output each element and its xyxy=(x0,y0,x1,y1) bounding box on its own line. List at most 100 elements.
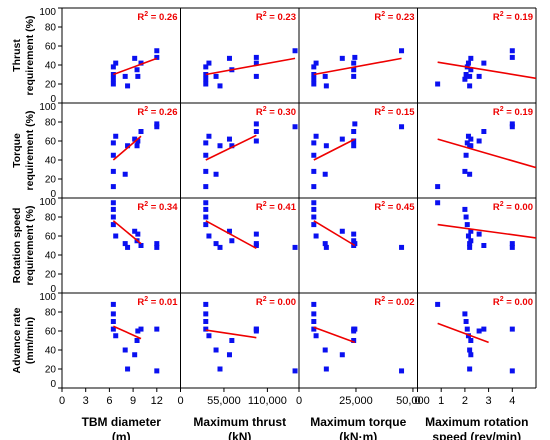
data-point xyxy=(110,326,116,332)
x-axis-title-unit: speed (rev/min) xyxy=(432,430,521,440)
data-point xyxy=(253,241,259,247)
data-point xyxy=(132,136,138,142)
data-point xyxy=(154,124,160,130)
data-point xyxy=(464,140,470,146)
data-point xyxy=(110,311,116,317)
data-point xyxy=(154,54,160,60)
fit-line xyxy=(205,220,257,250)
data-point xyxy=(253,60,259,66)
data-point xyxy=(217,83,223,89)
data-point xyxy=(113,133,119,139)
data-point xyxy=(226,136,232,142)
data-point xyxy=(481,60,487,66)
data-point xyxy=(464,222,470,228)
r-squared-label: R2 = 0.02 xyxy=(374,296,414,308)
data-point xyxy=(154,326,160,332)
data-point xyxy=(110,76,116,82)
y-tick-label: 100 xyxy=(39,102,56,113)
data-point xyxy=(203,81,209,87)
data-point xyxy=(203,152,209,158)
data-point xyxy=(134,338,140,343)
data-point xyxy=(311,140,317,146)
y-tick-label: 0 xyxy=(50,189,56,200)
x-axis-title-unit: (m) xyxy=(112,430,131,440)
y-tick-label: 100 xyxy=(39,197,56,208)
data-point xyxy=(203,326,209,332)
data-point xyxy=(467,83,473,89)
data-point xyxy=(339,136,345,142)
data-point xyxy=(122,241,128,247)
x-tick-label: 25,000 xyxy=(339,395,373,407)
y-tick-label: 60 xyxy=(45,42,57,53)
data-point xyxy=(203,64,209,70)
data-point xyxy=(351,231,357,237)
data-point xyxy=(509,124,515,130)
data-point xyxy=(467,244,473,250)
data-point xyxy=(465,60,471,66)
data-point xyxy=(135,231,141,237)
data-point xyxy=(313,233,319,239)
data-point xyxy=(313,60,319,66)
data-point xyxy=(476,73,482,79)
data-point xyxy=(132,55,138,61)
data-point xyxy=(213,347,219,353)
x-tick-label: 12 xyxy=(151,395,163,407)
data-point xyxy=(154,244,160,250)
data-point xyxy=(463,319,469,324)
x-tick-label: 1 xyxy=(438,395,444,407)
data-point xyxy=(509,54,515,60)
data-point xyxy=(132,228,138,234)
data-point xyxy=(468,67,474,73)
data-point xyxy=(313,133,319,139)
data-point xyxy=(253,54,259,60)
data-point xyxy=(110,319,116,324)
data-point xyxy=(292,48,298,54)
data-point xyxy=(322,73,328,79)
data-point xyxy=(110,81,116,87)
x-tick-label: 3 xyxy=(486,395,492,407)
data-point xyxy=(464,326,470,332)
y-axis-title: Advance rate(mm/min) xyxy=(11,307,36,373)
data-point xyxy=(435,184,441,190)
data-point xyxy=(468,238,474,244)
data-point xyxy=(311,64,317,70)
y-tick-label: 20 xyxy=(45,365,57,376)
data-point xyxy=(154,48,160,54)
x-tick-label: 3 xyxy=(83,395,89,407)
data-point xyxy=(253,73,259,79)
y-tick-label: 0 xyxy=(50,94,56,105)
data-point xyxy=(462,168,468,174)
data-point xyxy=(213,171,219,177)
data-point xyxy=(135,73,141,79)
data-point xyxy=(465,133,471,139)
data-point xyxy=(399,368,405,374)
data-point xyxy=(113,60,119,66)
data-point xyxy=(509,48,515,54)
y-axis-title: Thrustrequirement (%) xyxy=(11,16,36,96)
r-squared-label: R2 = 0.23 xyxy=(374,11,414,23)
data-point xyxy=(462,206,468,212)
data-point xyxy=(253,129,259,134)
data-point xyxy=(154,368,160,374)
data-point xyxy=(203,206,209,212)
r-squared-label: R2 = 0.34 xyxy=(137,201,178,213)
data-point xyxy=(113,333,119,339)
y-axis-title: Torquerequirement (%) xyxy=(11,111,36,191)
data-point xyxy=(135,138,141,144)
data-point xyxy=(435,301,441,307)
y-tick-label: 80 xyxy=(45,118,57,129)
data-point xyxy=(311,301,317,307)
fit-line xyxy=(113,325,142,340)
data-point xyxy=(134,67,140,73)
r-squared-label: R2 = 0.15 xyxy=(374,106,415,118)
data-point xyxy=(463,152,469,158)
data-point xyxy=(253,138,259,144)
data-point xyxy=(352,241,358,247)
fit-line xyxy=(313,57,402,76)
data-point xyxy=(323,143,329,149)
data-point xyxy=(134,143,140,149)
x-axis-title: Maximum rotation xyxy=(425,415,528,429)
data-point xyxy=(125,244,131,250)
data-point xyxy=(322,241,328,247)
data-point xyxy=(226,352,232,358)
